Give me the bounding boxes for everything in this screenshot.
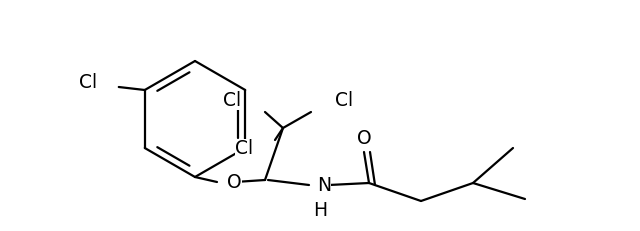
Text: O: O xyxy=(227,173,242,192)
Text: N: N xyxy=(317,176,331,195)
Text: Cl: Cl xyxy=(235,139,253,158)
Text: Cl: Cl xyxy=(335,91,353,110)
Text: H: H xyxy=(313,201,327,219)
Text: O: O xyxy=(356,129,371,148)
Text: Cl: Cl xyxy=(79,73,97,92)
Text: Cl: Cl xyxy=(223,91,241,110)
